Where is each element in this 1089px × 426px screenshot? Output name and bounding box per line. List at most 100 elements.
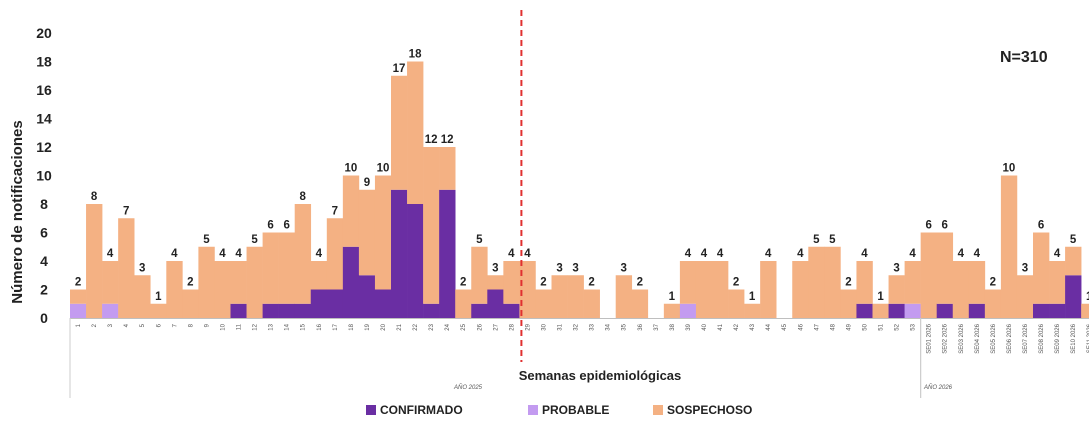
total-label: 4 bbox=[974, 248, 981, 260]
bar-segment-confirmado bbox=[407, 204, 424, 318]
y-tick-label: 4 bbox=[40, 253, 48, 269]
bar-segment-sospechoso bbox=[583, 289, 600, 318]
x-tick-label: 1 bbox=[76, 323, 82, 327]
legend-label-confirmado: CONFIRMADO bbox=[380, 403, 463, 417]
bar-segment-sospechoso bbox=[888, 275, 905, 304]
total-label: 17 bbox=[393, 63, 406, 75]
y-tick-label: 18 bbox=[36, 54, 52, 70]
bar-segment-sospechoso bbox=[1033, 232, 1050, 304]
y-tick-label: 6 bbox=[40, 225, 48, 241]
bar-segment-sospechoso bbox=[824, 246, 841, 318]
bar-segment-sospechoso bbox=[631, 289, 649, 318]
total-label: 12 bbox=[425, 134, 438, 146]
x-tick-label: 13 bbox=[269, 323, 275, 330]
total-label: 4 bbox=[685, 248, 692, 260]
bars-layer bbox=[70, 61, 1089, 318]
x-tick-label: 46 bbox=[798, 323, 804, 330]
bar-segment-confirmado bbox=[342, 246, 360, 318]
x-tick-label: 43 bbox=[750, 323, 756, 330]
x-tick-label: 27 bbox=[493, 323, 499, 330]
x-tick-label: 51 bbox=[879, 323, 885, 330]
total-label: 3 bbox=[572, 262, 578, 274]
bar-segment-confirmado bbox=[487, 289, 504, 318]
x-tick-label: 49 bbox=[846, 323, 852, 330]
bar-segment-confirmado bbox=[230, 303, 247, 318]
bar-segment-probable bbox=[70, 303, 87, 318]
x-tick-label: 2 bbox=[92, 323, 98, 327]
bar-segment-sospechoso bbox=[535, 289, 552, 318]
y-tick-label: 2 bbox=[40, 282, 48, 298]
x-tick-label: 37 bbox=[654, 323, 660, 330]
x-tick-label: 48 bbox=[830, 323, 836, 330]
legend-label-probable: PROBABLE bbox=[542, 403, 609, 417]
total-label: 1 bbox=[155, 291, 162, 303]
bar-segment-sospechoso bbox=[792, 261, 809, 318]
bar-segment-sospechoso bbox=[198, 246, 215, 318]
x-tick-label: SE04 2026 bbox=[975, 323, 981, 353]
x-tick-label: 29 bbox=[525, 323, 531, 330]
bar-segment-sospechoso bbox=[455, 289, 472, 318]
x-tick-label: SE11 2026 bbox=[1087, 323, 1089, 353]
x-tick-label: 17 bbox=[333, 323, 339, 330]
bar-segment-sospechoso bbox=[278, 232, 295, 304]
bar-segment-confirmado bbox=[294, 303, 312, 318]
bar-segment-sospechoso bbox=[358, 189, 376, 276]
total-label: 4 bbox=[701, 248, 708, 260]
total-label: 3 bbox=[139, 262, 145, 274]
bar-segment-sospechoso bbox=[1065, 246, 1082, 276]
x-tick-label: 40 bbox=[702, 323, 708, 330]
x-tick-label: 19 bbox=[365, 323, 371, 330]
bar-segment-sospechoso bbox=[968, 261, 986, 304]
bar-segment-sospechoso bbox=[920, 232, 937, 318]
bar-segment-sospechoso bbox=[310, 261, 328, 290]
total-label: 4 bbox=[909, 248, 916, 260]
bar-segment-confirmado bbox=[856, 303, 873, 318]
x-tick-label: 38 bbox=[670, 323, 676, 330]
bar-segment-confirmado bbox=[391, 189, 408, 318]
total-label: 2 bbox=[990, 277, 996, 289]
x-tick-label: 36 bbox=[638, 323, 644, 330]
bar-segment-confirmado bbox=[358, 275, 376, 318]
total-label: 6 bbox=[267, 220, 273, 232]
total-label: 3 bbox=[1022, 262, 1028, 274]
bar-segment-sospechoso bbox=[407, 61, 424, 204]
x-tick-label: 21 bbox=[397, 323, 403, 330]
x-tick-label: 7 bbox=[172, 323, 178, 327]
bar-segment-sospechoso bbox=[423, 147, 440, 304]
bar-segment-sospechoso bbox=[1081, 303, 1089, 318]
x-tick-label: 32 bbox=[574, 323, 580, 330]
x-tick-label: SE03 2026 bbox=[959, 323, 965, 353]
bar-segment-sospechoso bbox=[519, 261, 536, 318]
bar-segment-confirmado bbox=[936, 303, 954, 318]
bar-segment-confirmado bbox=[1033, 303, 1050, 318]
total-label: 10 bbox=[377, 163, 390, 175]
total-label: 5 bbox=[1070, 234, 1077, 246]
total-label: 2 bbox=[588, 277, 594, 289]
bar-segment-sospechoso bbox=[936, 232, 954, 304]
total-label: 6 bbox=[283, 220, 289, 232]
total-label: 4 bbox=[235, 248, 242, 260]
total-label: 5 bbox=[829, 234, 836, 246]
bar-segment-sospechoso bbox=[872, 303, 889, 318]
total-label: 6 bbox=[942, 220, 948, 232]
bar-segment-confirmado bbox=[326, 289, 344, 318]
bar-segment-sospechoso bbox=[150, 303, 167, 318]
x-tick-label: 28 bbox=[509, 323, 515, 330]
year-groups: AÑO 2025 AÑO 2026 bbox=[69, 318, 953, 398]
x-tick-label: SE08 2026 bbox=[1039, 323, 1045, 353]
total-label: 4 bbox=[508, 248, 515, 260]
bar-segment-confirmado bbox=[1065, 275, 1082, 318]
bar-segment-sospechoso bbox=[70, 289, 87, 304]
x-tick-label: 53 bbox=[911, 323, 917, 330]
total-label: 7 bbox=[123, 205, 129, 217]
x-tick-label: 25 bbox=[461, 323, 467, 330]
x-tick-label: 30 bbox=[541, 323, 547, 330]
total-label: 18 bbox=[409, 49, 422, 61]
bar-segment-confirmado bbox=[310, 289, 328, 318]
legend-swatch-probable bbox=[528, 405, 538, 415]
x-tick-label: 35 bbox=[622, 323, 628, 330]
total-label: 3 bbox=[556, 262, 562, 274]
total-label: 7 bbox=[332, 205, 338, 217]
bar-segment-sospechoso bbox=[326, 218, 344, 290]
total-label: 8 bbox=[91, 191, 98, 203]
